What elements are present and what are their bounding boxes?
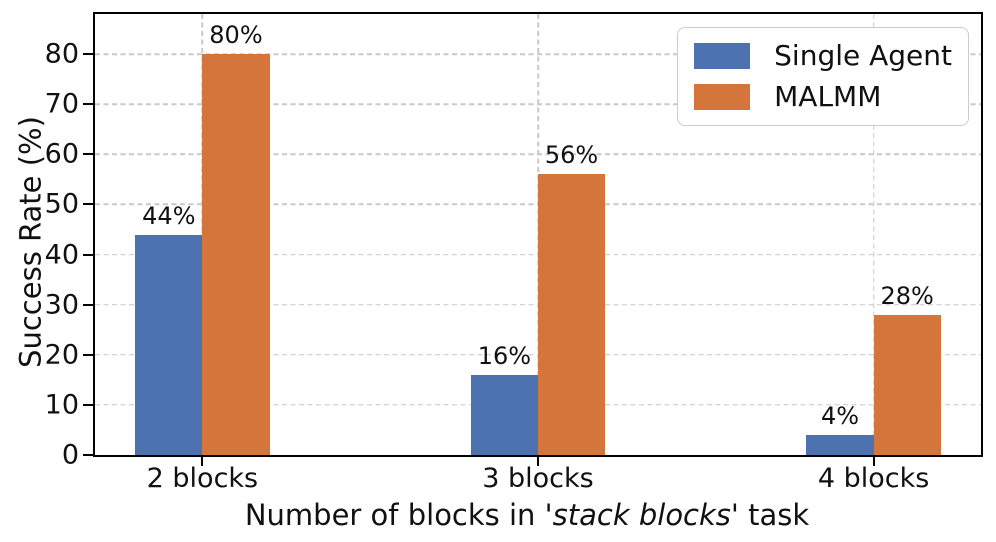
y-tick-mark-40	[83, 253, 93, 256]
y-tick-label-20: 20	[44, 339, 79, 371]
y-tick-mark-30	[83, 303, 93, 306]
plot-area: 0 10 20 30 40 50 60 70 80 2 blocks 3 blocks 4 block…	[45, 12, 983, 492]
legend-swatch-malmm	[694, 84, 751, 110]
legend-swatch-single-agent	[694, 43, 751, 69]
bar-malmm-4-blocks	[873, 314, 941, 455]
bar-malmm-2-blocks	[202, 54, 270, 455]
y-tick-label-10: 10	[44, 389, 79, 421]
y-tick-mark-60	[83, 153, 93, 156]
x-axis-label-prefix: Number of blocks in '	[244, 498, 553, 532]
y-tick-label-50: 50	[44, 188, 79, 220]
y-tick-mark-10	[83, 403, 93, 406]
bar-single-agent-4-blocks	[806, 434, 874, 455]
legend-item-malmm: MALMM	[694, 83, 952, 111]
legend: Single Agent MALMM	[677, 27, 969, 126]
y-tick-label-80: 80	[44, 38, 79, 70]
x-axis-label-suffix: ' task	[730, 498, 810, 532]
legend-label-single-agent: Single Agent	[774, 39, 952, 72]
y-tick-mark-20	[83, 353, 93, 356]
x-tick-label-3-blocks: 3 blocks	[482, 463, 594, 494]
x-tick-mark-4-blocks	[872, 457, 875, 466]
y-tick-mark-0	[83, 454, 93, 456]
bar-value-label-single-agent-3-blocks: 16%	[477, 341, 532, 370]
y-tick-label-0: 0	[61, 439, 79, 471]
y-tick-label-70: 70	[44, 88, 79, 120]
x-tick-mark-2-blocks	[201, 457, 204, 466]
x-tick-label-4-blocks: 4 blocks	[817, 463, 930, 494]
bar-value-label-single-agent-4-blocks: 4%	[820, 401, 860, 430]
bar-single-agent-2-blocks	[135, 234, 203, 455]
y-tick-label-60: 60	[44, 138, 79, 170]
y-tick-mark-50	[83, 203, 93, 206]
gridline-v-4-blocks	[872, 14, 875, 455]
bar-value-label-malmm-2-blocks: 80%	[209, 21, 263, 50]
bar-value-label-malmm-3-blocks: 56%	[544, 141, 599, 170]
bar-value-label-malmm-4-blocks: 28%	[880, 281, 934, 310]
x-tick-label-2-blocks: 2 blocks	[146, 463, 259, 494]
bar-malmm-3-blocks	[538, 174, 606, 455]
legend-label-malmm: MALMM	[774, 80, 882, 113]
y-tick-label-40: 40	[44, 239, 79, 271]
legend-item-single-agent: Single Agent	[694, 42, 952, 70]
y-tick-label-30: 30	[44, 289, 79, 321]
x-tick-mark-3-blocks	[537, 457, 539, 466]
x-axis-label-italic: stack blocks	[552, 498, 731, 532]
bar-value-label-single-agent-2-blocks: 44%	[142, 201, 196, 230]
y-axis-label: Success Rate (%)	[13, 116, 48, 368]
y-tick-mark-80	[83, 53, 93, 56]
x-axis-label: Number of blocks in 'stack blocks' task	[245, 498, 809, 533]
bar-single-agent-3-blocks	[470, 374, 538, 455]
y-tick-mark-70	[83, 103, 93, 106]
plot-inner: 0 10 20 30 40 50 60 70 80 2 blocks 3 blocks 4 block…	[45, 14, 981, 492]
